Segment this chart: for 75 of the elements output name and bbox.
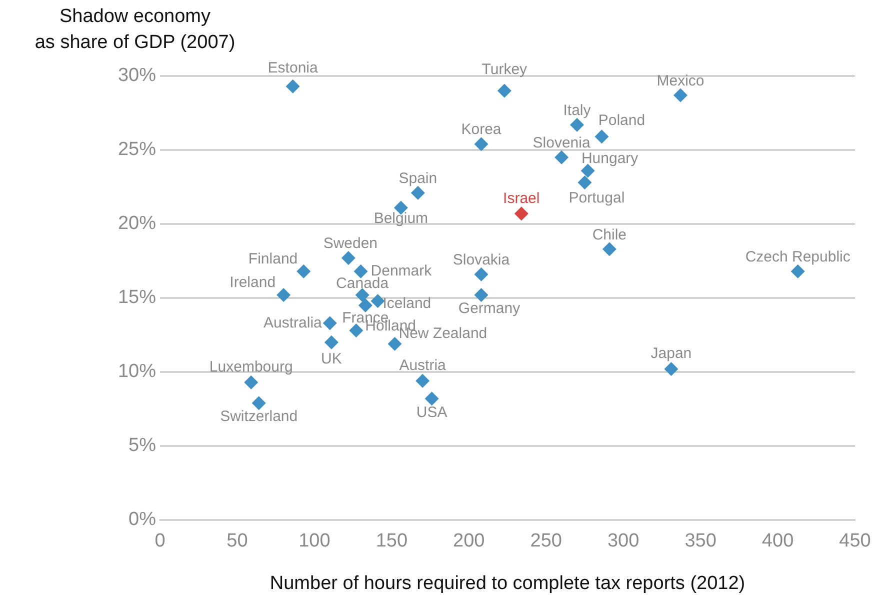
series-label: Spain: [398, 170, 438, 188]
series-label: Sweden: [323, 235, 378, 252]
point: [424, 392, 439, 406]
x-tick-label: 150: [376, 530, 408, 552]
point: [355, 288, 370, 302]
y-axis-title: Shadow economy as share of GDP (2007): [34, 5, 236, 55]
x-tick-label: 50: [226, 530, 248, 552]
point: [673, 88, 688, 102]
series-label: Italy: [563, 102, 592, 119]
point: [276, 288, 291, 302]
point: [514, 206, 528, 221]
x-tick-label: 400: [762, 530, 794, 552]
series-label: Australia: [264, 314, 323, 332]
x-tick-label: 300: [607, 530, 640, 552]
y-tick-label: 15%: [118, 287, 156, 308]
point: [296, 264, 311, 278]
x-tick-label: 350: [684, 530, 716, 552]
series-label: Switzerland: [220, 408, 298, 426]
series-label: Iceland: [382, 295, 432, 312]
series-label: Hungary: [581, 150, 639, 167]
series-label: Austria: [399, 357, 447, 374]
x-axis-title: Number of hours required to complete tax reports (2012): [270, 572, 746, 594]
point: [286, 79, 300, 94]
series-label: USA: [416, 404, 448, 421]
x-tick-label: 250: [530, 530, 562, 552]
series-label: Turkey: [482, 60, 528, 78]
series-label: Israel: [503, 190, 540, 207]
point: [602, 242, 616, 256]
series-label: Estonia: [268, 60, 318, 76]
series-label: Czech Republic: [745, 248, 851, 266]
series-label: Ireland: [230, 274, 276, 292]
series-label: Korea: [461, 121, 502, 138]
y-tick-label: 0%: [128, 509, 156, 530]
point: [578, 176, 592, 190]
series-label: Slovakia: [452, 251, 510, 268]
point: [349, 324, 364, 338]
y-tick-label: 30%: [118, 65, 156, 86]
y-tick-label: 20%: [118, 213, 156, 234]
series-label: Poland: [598, 112, 646, 129]
point: [497, 84, 512, 98]
point: [594, 130, 609, 144]
x-tick-label: 0: [154, 530, 166, 552]
point: [790, 264, 805, 278]
point: [252, 396, 266, 410]
point: [358, 298, 372, 312]
point: [388, 336, 402, 351]
point: [324, 335, 338, 350]
series-label: Germany: [458, 300, 521, 318]
point: [370, 294, 385, 308]
series-label: Japan: [650, 345, 692, 362]
point: [410, 186, 425, 200]
x-tick-label: 450: [839, 530, 871, 552]
series-label: Chile: [592, 226, 627, 244]
point: [554, 150, 569, 164]
series-label: UK: [321, 350, 342, 368]
point: [416, 374, 430, 388]
y-tick-label: 10%: [118, 361, 156, 382]
y-tick-label: 25%: [118, 139, 156, 160]
point: [474, 288, 488, 302]
x-tick-label: 100: [298, 530, 330, 552]
y-tick-label: 5%: [128, 435, 156, 456]
series-label: Slovenia: [532, 134, 591, 152]
x-tick-label: 200: [453, 530, 485, 552]
point: [570, 118, 584, 132]
series-label: Portugal: [568, 190, 625, 207]
series-label: Finland: [248, 250, 298, 268]
series-label: Belgium: [374, 210, 428, 227]
point: [322, 316, 337, 330]
point: [341, 251, 356, 266]
point: [244, 375, 258, 390]
series-label: Luxembourg: [209, 358, 293, 376]
point: [664, 362, 678, 376]
point: [474, 137, 488, 152]
series-label: Mexico: [656, 72, 704, 90]
point: [474, 267, 488, 282]
